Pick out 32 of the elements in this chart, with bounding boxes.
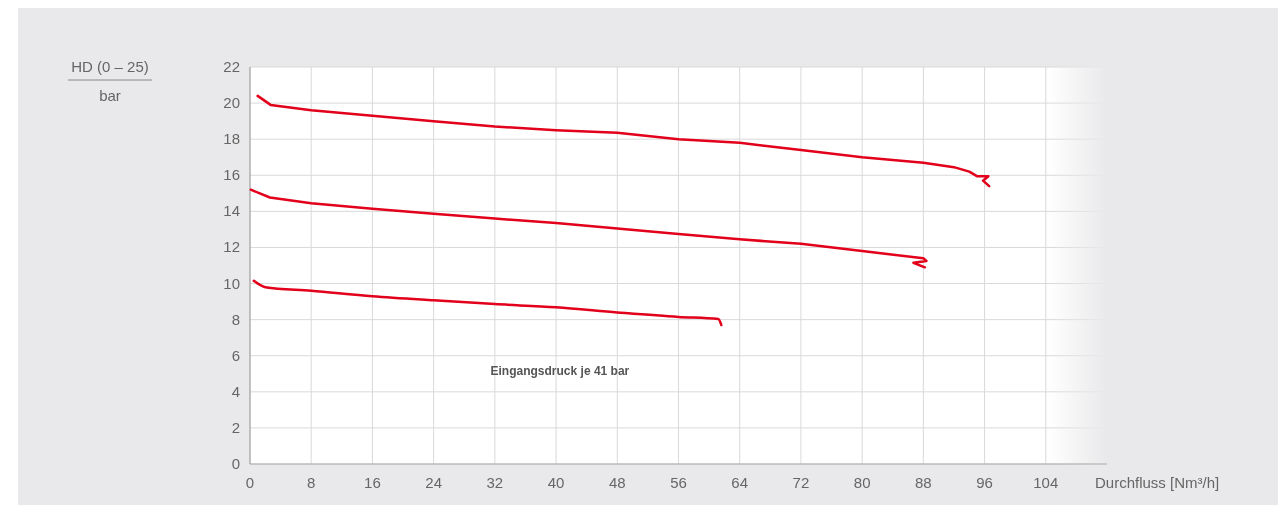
x-tick-label: 64: [731, 474, 749, 491]
x-tick-label: 56: [670, 474, 687, 491]
y-tick-label: 14: [223, 202, 240, 220]
y-tick-label: 18: [223, 130, 240, 148]
x-tick-label: 24: [425, 474, 442, 491]
y-tick-label: 0: [231, 455, 240, 472]
x-axis-title: Durchfluss [Nm³/h]: [1095, 474, 1220, 491]
line-series: [256, 94, 991, 188]
y-tick-label: 22: [223, 58, 240, 75]
y-tick-label: 4: [231, 382, 240, 400]
y-axis-title: HD (0 – 25) bar: [71, 58, 149, 104]
annotation: Eingangsdruck je 41 bar: [490, 364, 630, 379]
y-tick-label: 12: [223, 238, 240, 256]
x-tick-label: 72: [792, 474, 810, 491]
x-tick-label: 104: [1033, 474, 1059, 491]
x-tick-label: 32: [486, 474, 504, 491]
x-tick-label: 96: [976, 474, 993, 491]
x-tick-label: 16: [364, 474, 381, 491]
y-tick-label: 20: [223, 94, 240, 112]
x-tick-label: 88: [915, 474, 932, 491]
line-series: [249, 188, 928, 269]
x-tick-label: 80: [853, 474, 871, 491]
y-tick-label: 16: [223, 166, 240, 184]
x-tick-label: 0: [245, 474, 255, 491]
y-tick-label: 6: [231, 346, 240, 364]
x-tick-label: 8: [307, 474, 316, 491]
y-tick-label: 2: [231, 418, 240, 436]
y-tick-label: 8: [231, 310, 240, 328]
x-tick-label: 48: [608, 474, 626, 491]
line-series: [252, 279, 723, 327]
y-tick-label: 10: [223, 274, 240, 292]
x-tick-label: 40: [547, 474, 565, 491]
